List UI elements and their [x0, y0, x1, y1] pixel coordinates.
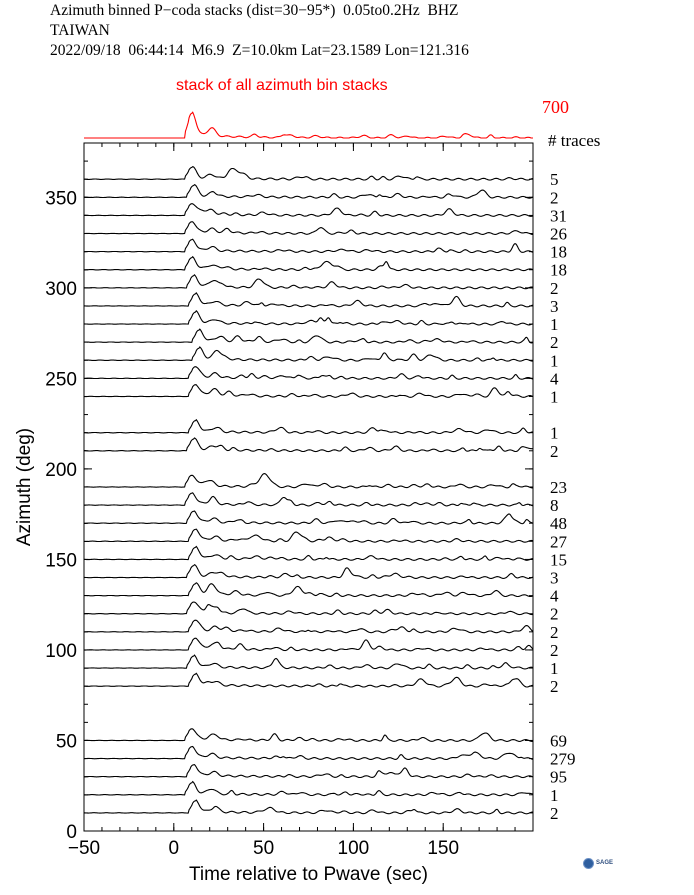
trace-count-label: 5 [550, 170, 559, 189]
trace-count-label: 4 [550, 587, 559, 606]
trace-line [83, 763, 534, 779]
trace-line [84, 309, 534, 326]
trace-count-label: 2 [550, 804, 559, 823]
chart-title-line1: Azimuth binned P−coda stacks (dist=30−95… [50, 2, 459, 19]
x-axis-label: Time relative to Pwave (sec) [189, 864, 428, 885]
trace-count-label: 1 [550, 351, 559, 370]
y-tick-label: 0 [66, 822, 77, 843]
trace-line [83, 545, 534, 561]
trace-line [84, 437, 534, 453]
trace-line [84, 637, 534, 652]
trace-count-label: 2 [550, 442, 559, 461]
trace-line [83, 273, 534, 290]
trace-count-label: 26 [550, 225, 567, 244]
trace-count-label: 2 [550, 188, 559, 207]
trace-count-label: 2 [550, 333, 559, 352]
trace-count-label: 2 [550, 279, 559, 298]
trace-count-label: 3 [550, 569, 559, 588]
trace-count-label: 3 [550, 297, 559, 316]
trace-count-label: 1 [550, 786, 559, 805]
y-tick-label: 100 [45, 641, 77, 662]
trace-count-label: 1 [550, 387, 559, 406]
trace-line [84, 510, 534, 525]
trace-count-label: 23 [550, 478, 567, 497]
stack-count-label: 700 [542, 97, 569, 117]
trace-count-label: 1 [550, 315, 559, 334]
trace-line [83, 418, 534, 435]
x-tick-label: −50 [68, 838, 100, 859]
trace-line [83, 745, 534, 761]
trace-count-label: 4 [550, 369, 559, 388]
y-tick-label: 350 [45, 188, 77, 209]
sage-logo: SAGE [583, 856, 629, 870]
trace-count-label: 2 [550, 623, 559, 642]
trace-count-label: 27 [550, 532, 568, 551]
trace-line [83, 184, 534, 199]
trace-line [83, 292, 534, 308]
trace-line [84, 328, 534, 344]
trace-count-label: 18 [550, 261, 567, 280]
trace-line [84, 780, 534, 797]
trace-count-label: 48 [550, 514, 567, 533]
y-tick-label: 250 [45, 369, 77, 390]
trace-count-label: 8 [550, 496, 559, 515]
trace-count-label: 18 [550, 243, 567, 262]
sage-logo-text: SAGE [596, 860, 614, 866]
trace-count-label: 1 [550, 659, 559, 678]
x-tick-label: 100 [338, 838, 370, 859]
trace-line [83, 672, 534, 688]
y-axis-label: Azimuth (deg) [14, 428, 35, 546]
trace-count-label: 2 [550, 605, 559, 624]
trace-line [84, 582, 534, 598]
trace-count-label: 95 [550, 768, 567, 787]
trace-line [83, 619, 534, 634]
trace-line [84, 601, 534, 616]
y-tick-label: 50 [56, 731, 77, 752]
trace-line [83, 799, 534, 815]
trace-count-label: 15 [550, 550, 567, 569]
x-tick-label: 0 [169, 838, 180, 859]
chart-title-region: TAIWAN [50, 22, 110, 39]
trace-count-label: 279 [550, 750, 576, 769]
y-tick-label: 300 [45, 279, 77, 300]
trace-line [83, 221, 533, 235]
stack-trace-line [84, 111, 533, 139]
y-tick-label: 150 [45, 550, 77, 571]
trace-line [83, 473, 534, 489]
trace-count-label: 1 [550, 424, 559, 443]
trace-line [84, 384, 534, 398]
trace-line [83, 346, 533, 362]
chart-title-event-info: 2022/09/18 06:44:14 M6.9 Z=10.0km Lat=23… [50, 42, 469, 59]
trace-line [83, 654, 534, 670]
sage-logo-icon [583, 857, 594, 869]
trace-line [84, 366, 534, 380]
trace-count-label: 2 [550, 641, 559, 660]
trace-line [83, 528, 534, 543]
x-tick-label: 150 [427, 838, 459, 859]
x-tick-label: 50 [253, 838, 274, 859]
trace-line [84, 203, 534, 217]
trace-layer: 2195279692122243152748823211412132181826… [83, 77, 600, 823]
trace-count-label: 2 [550, 677, 559, 696]
trace-count-label: 69 [550, 731, 567, 750]
stack-label: stack of all azimuth bin stacks [176, 77, 388, 94]
y-tick-label: 200 [45, 460, 77, 481]
trace-count-header: # traces [548, 131, 600, 150]
trace-line [83, 238, 534, 254]
trace-line [84, 255, 534, 272]
trace-line [84, 564, 534, 579]
trace-line [83, 728, 534, 742]
trace-count-label: 31 [550, 206, 567, 225]
trace-line [84, 492, 534, 507]
trace-line [83, 165, 534, 181]
